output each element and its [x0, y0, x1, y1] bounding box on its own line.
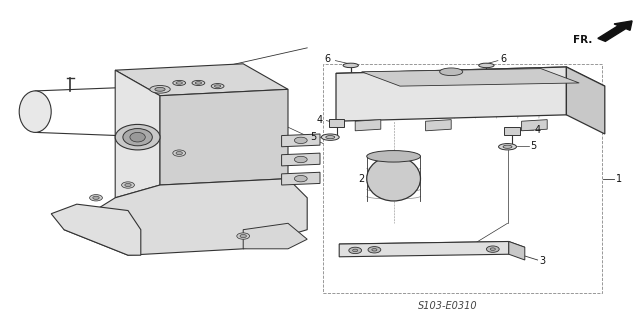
Polygon shape	[336, 67, 566, 121]
Polygon shape	[243, 223, 307, 249]
Ellipse shape	[343, 63, 358, 68]
Polygon shape	[64, 179, 307, 255]
Ellipse shape	[490, 248, 495, 250]
Polygon shape	[426, 120, 451, 131]
Text: S103-E0310: S103-E0310	[418, 301, 478, 311]
Text: 1: 1	[616, 174, 623, 184]
Ellipse shape	[240, 234, 246, 238]
Ellipse shape	[440, 68, 463, 76]
Ellipse shape	[122, 182, 134, 188]
Ellipse shape	[326, 136, 335, 139]
Ellipse shape	[372, 249, 377, 251]
Ellipse shape	[115, 124, 160, 150]
Bar	[323, 64, 602, 293]
Ellipse shape	[503, 145, 512, 148]
Text: 2: 2	[358, 174, 365, 184]
Ellipse shape	[294, 175, 307, 182]
Text: 6: 6	[500, 54, 507, 64]
Polygon shape	[115, 70, 160, 198]
Ellipse shape	[349, 247, 362, 254]
Ellipse shape	[176, 152, 182, 155]
Ellipse shape	[176, 82, 182, 84]
Ellipse shape	[19, 91, 51, 132]
Ellipse shape	[192, 80, 205, 85]
Bar	[329, 119, 344, 127]
Ellipse shape	[479, 63, 494, 68]
Polygon shape	[509, 241, 525, 260]
Ellipse shape	[93, 196, 99, 199]
Polygon shape	[282, 153, 320, 166]
Ellipse shape	[353, 249, 358, 252]
Ellipse shape	[321, 134, 339, 140]
Polygon shape	[522, 120, 547, 131]
Polygon shape	[160, 89, 288, 185]
Bar	[504, 127, 520, 135]
Text: 3: 3	[540, 256, 546, 266]
Ellipse shape	[173, 80, 186, 85]
Ellipse shape	[499, 144, 516, 150]
Text: 4: 4	[316, 115, 323, 125]
Ellipse shape	[367, 151, 420, 162]
Ellipse shape	[130, 132, 145, 142]
Ellipse shape	[214, 85, 221, 87]
Polygon shape	[51, 204, 141, 255]
Polygon shape	[566, 67, 605, 134]
Ellipse shape	[173, 150, 186, 156]
Ellipse shape	[367, 156, 420, 201]
Polygon shape	[362, 69, 579, 86]
Ellipse shape	[294, 156, 307, 163]
Ellipse shape	[123, 129, 152, 146]
Ellipse shape	[90, 195, 102, 201]
Text: FR.: FR.	[573, 35, 593, 45]
Polygon shape	[339, 241, 525, 250]
Ellipse shape	[195, 82, 202, 84]
Polygon shape	[160, 86, 192, 140]
Polygon shape	[355, 120, 381, 131]
Ellipse shape	[237, 233, 250, 239]
Text: 6: 6	[324, 54, 330, 64]
Polygon shape	[336, 67, 605, 93]
FancyArrow shape	[598, 21, 632, 41]
Text: 5: 5	[531, 141, 537, 151]
Ellipse shape	[486, 246, 499, 252]
Polygon shape	[282, 134, 320, 147]
Text: 5: 5	[310, 131, 316, 142]
Ellipse shape	[125, 183, 131, 187]
Ellipse shape	[150, 85, 170, 93]
Ellipse shape	[294, 137, 307, 144]
Polygon shape	[339, 241, 509, 257]
Polygon shape	[282, 172, 320, 185]
Polygon shape	[115, 64, 288, 96]
Ellipse shape	[155, 87, 165, 91]
Ellipse shape	[211, 84, 224, 89]
Text: 4: 4	[535, 125, 541, 135]
Ellipse shape	[368, 247, 381, 253]
